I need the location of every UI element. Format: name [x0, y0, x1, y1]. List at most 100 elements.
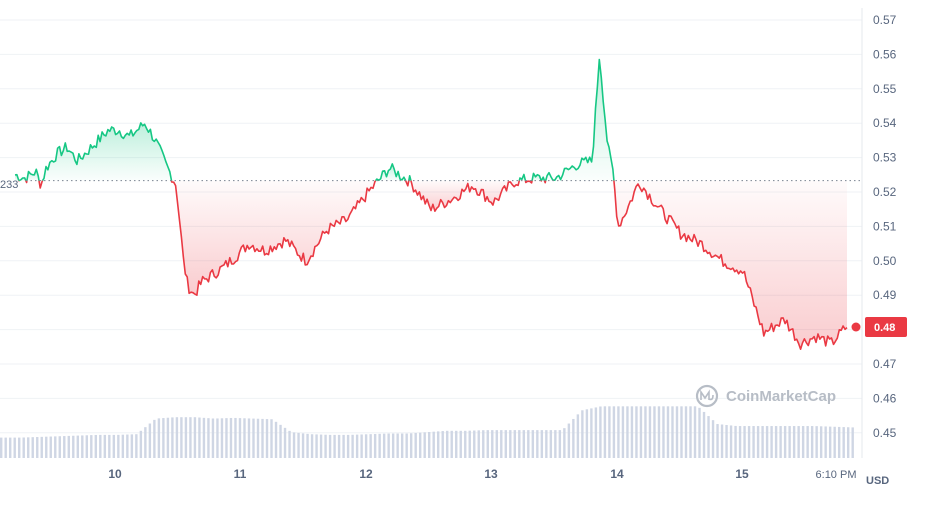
volume-bar: [324, 434, 327, 458]
volume-bar: [256, 418, 260, 458]
volume-bar: [414, 432, 417, 458]
volume-bar: [482, 430, 485, 458]
volume-bar: [27, 437, 30, 458]
volume-bar: [725, 424, 728, 458]
volume-bar: [400, 433, 404, 458]
volume-bar: [189, 417, 192, 458]
volume-bar: [18, 437, 21, 458]
volume-bar: [432, 431, 435, 458]
volume-bar: [94, 434, 98, 458]
volume-bar: [58, 436, 61, 458]
volume-bar: [315, 434, 318, 458]
volume-bar: [446, 430, 449, 458]
price-line: [14, 58, 848, 350]
volume-bar: [842, 427, 845, 458]
volume-bar: [477, 430, 480, 458]
y-tick-label: 0.50: [873, 254, 897, 268]
volume-bar: [653, 406, 656, 458]
volume-bar: [464, 430, 467, 458]
y-tick-label: 0.57: [873, 13, 897, 27]
y-tick-label: 0.55: [873, 82, 897, 96]
volume-bar: [40, 436, 43, 458]
volume-bar: [288, 430, 291, 458]
volume-bar: [364, 434, 368, 458]
area-up: [42, 122, 172, 181]
volume-bar: [387, 433, 390, 458]
volume-bar: [779, 426, 782, 458]
volume-bars: [0, 406, 854, 458]
y-tick-label: 0.45: [873, 426, 897, 440]
current-price-text: 0.48: [874, 322, 895, 334]
volume-bar: [761, 426, 764, 458]
volume-bar: [319, 434, 323, 458]
volume-bar: [536, 430, 539, 458]
volume-bar: [337, 434, 341, 458]
volume-bar: [261, 418, 264, 458]
volume-bar: [153, 419, 156, 458]
volume-bar: [815, 426, 818, 458]
volume-bar: [373, 433, 377, 458]
volume-bar: [148, 423, 152, 458]
volume-bar: [162, 418, 165, 458]
volume-bar: [486, 430, 489, 458]
volume-bar: [274, 421, 278, 458]
volume-bar: [54, 436, 57, 458]
y-tick-label: 0.46: [873, 391, 897, 405]
y-tick-label: 0.52: [873, 185, 897, 199]
currency-unit-label: USD: [866, 475, 889, 487]
volume-bar: [112, 434, 116, 458]
volume-bar: [437, 431, 440, 458]
volume-bar: [576, 414, 580, 458]
volume-bar: [558, 430, 562, 458]
y-tick-label: 0.53: [873, 151, 897, 165]
reference-price-text: 233: [0, 179, 18, 191]
volume-bar: [851, 427, 854, 458]
volume-bar: [9, 437, 12, 458]
volume-bar: [585, 409, 589, 458]
current-price-badge: 0.48: [851, 317, 907, 337]
volume-bar: [67, 435, 70, 458]
x-tick-label: 11: [234, 467, 247, 481]
volume-bar: [135, 434, 138, 458]
volume-bar: [635, 406, 638, 458]
volume-bar: [283, 427, 287, 458]
volume-bar: [382, 433, 386, 458]
volume-bar: [31, 437, 34, 458]
volume-bar: [130, 434, 134, 458]
volume-bar: [216, 418, 219, 458]
volume-bar: [49, 436, 52, 458]
volume-bar: [531, 430, 535, 458]
price-line-up: [18, 177, 27, 182]
x-tick-label: 15: [735, 467, 749, 481]
volume-bar: [418, 432, 422, 458]
volume-bar: [716, 424, 719, 458]
volume-bar: [567, 423, 571, 458]
volume-bar: [99, 434, 102, 458]
volume-bar: [351, 434, 354, 458]
price-line-up: [518, 173, 527, 181]
volume-bar: [184, 417, 188, 458]
volume-bar: [720, 424, 724, 458]
volume-bar: [554, 430, 557, 458]
volume-bar: [819, 426, 823, 458]
volume-bar: [391, 433, 395, 458]
volume-bar: [166, 417, 170, 458]
volume-bar: [342, 434, 345, 458]
x-tick-label: 14: [610, 467, 624, 481]
volume-bar: [211, 418, 215, 458]
volume-bar: [756, 426, 760, 458]
volume-bar: [594, 407, 598, 458]
volume-bar: [81, 435, 84, 458]
price-line-up: [544, 58, 615, 181]
volume-bar: [657, 406, 661, 458]
volume-bar: [797, 426, 800, 458]
volume-bar: [513, 430, 516, 458]
volume-bar: [405, 433, 408, 458]
volume-bar: [252, 418, 255, 458]
volume-bar: [121, 434, 125, 458]
volume-bar: [292, 432, 296, 458]
watermark: CoinMarketCap: [695, 384, 836, 408]
volume-bar: [599, 406, 602, 458]
volume-bar: [455, 430, 458, 458]
